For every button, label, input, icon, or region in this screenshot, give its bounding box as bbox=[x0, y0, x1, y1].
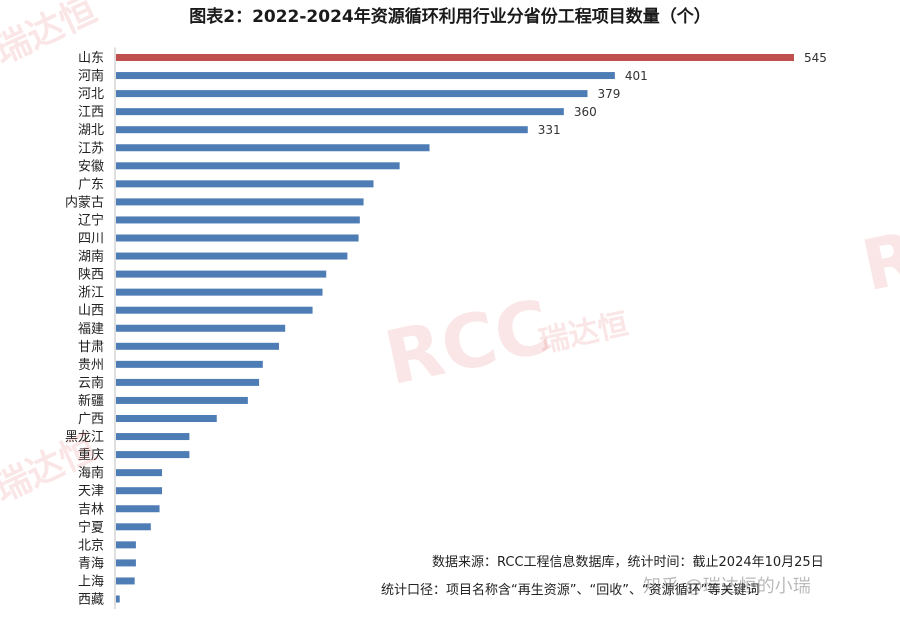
bar bbox=[116, 451, 190, 459]
category-label: 内蒙古 bbox=[65, 194, 104, 210]
bars-group bbox=[116, 54, 794, 603]
category-label: 广西 bbox=[78, 412, 104, 427]
bar bbox=[116, 523, 151, 531]
category-label: 广东 bbox=[78, 177, 104, 192]
bar bbox=[116, 505, 160, 513]
bar bbox=[116, 469, 163, 477]
bar bbox=[116, 487, 163, 495]
category-label: 河北 bbox=[78, 87, 104, 102]
chart-title: 图表2：2022-2024年资源循环利用行业分省份工程项目数量（个） bbox=[189, 7, 711, 27]
category-label: 四川 bbox=[78, 232, 104, 247]
bar bbox=[116, 595, 120, 603]
source-note: 数据来源：RCC工程信息数据库，统计时间：截止2024年10月25日 bbox=[432, 555, 824, 570]
bar bbox=[116, 234, 359, 242]
bar bbox=[116, 360, 263, 368]
category-label: 湖北 bbox=[78, 123, 104, 138]
data-label: 360 bbox=[574, 105, 597, 119]
bar bbox=[116, 342, 279, 350]
scope-note: 统计口径：项目名称含“再生资源”、“回收”、“资源循环”等关键词 bbox=[381, 583, 760, 598]
category-label: 天津 bbox=[78, 484, 104, 499]
category-label: 青海 bbox=[78, 556, 104, 571]
category-label: 江西 bbox=[78, 105, 104, 120]
category-label: 北京 bbox=[78, 538, 104, 553]
category-label: 福建 bbox=[78, 322, 104, 337]
data-label: 545 bbox=[804, 51, 827, 65]
category-label: 上海 bbox=[78, 574, 104, 589]
data-label: 379 bbox=[597, 87, 620, 101]
category-label: 山东 bbox=[78, 51, 104, 66]
category-label: 吉林 bbox=[78, 502, 104, 517]
bar bbox=[116, 198, 364, 206]
category-label: 新疆 bbox=[78, 393, 104, 409]
bar bbox=[116, 288, 323, 296]
bar bbox=[116, 216, 360, 224]
category-label: 辽宁 bbox=[78, 212, 104, 228]
bar bbox=[116, 108, 564, 116]
category-label: 陕西 bbox=[78, 268, 104, 283]
category-label: 江苏 bbox=[78, 140, 104, 156]
bar bbox=[116, 306, 313, 314]
bar bbox=[116, 559, 136, 567]
category-labels: 山东河南河北江西湖北江苏安徽广东内蒙古辽宁四川湖南陕西浙江山西福建甘肃贵州云南新… bbox=[65, 51, 104, 608]
category-label: 甘肃 bbox=[78, 340, 104, 355]
bar bbox=[116, 252, 348, 260]
category-label: 浙江 bbox=[78, 286, 104, 301]
data-label: 401 bbox=[625, 69, 648, 83]
category-label: 黑龙江 bbox=[65, 430, 104, 445]
category-label: 安徽 bbox=[78, 159, 104, 174]
bar bbox=[116, 270, 327, 278]
category-label: 河南 bbox=[78, 68, 104, 84]
category-label: 云南 bbox=[78, 375, 104, 391]
bar bbox=[116, 433, 190, 441]
bar bbox=[116, 72, 615, 80]
category-label: 湖南 bbox=[78, 249, 104, 265]
bar bbox=[116, 144, 430, 152]
category-label: 西藏 bbox=[78, 593, 104, 608]
bar bbox=[116, 577, 135, 585]
bar bbox=[116, 396, 248, 404]
category-label: 山西 bbox=[78, 304, 104, 319]
data-label: 331 bbox=[538, 123, 561, 137]
bar bbox=[116, 90, 588, 98]
category-label: 重庆 bbox=[78, 447, 104, 463]
bar bbox=[116, 180, 374, 188]
bar bbox=[116, 415, 217, 422]
bar bbox=[116, 378, 260, 386]
category-label: 海南 bbox=[78, 465, 104, 481]
bar bbox=[116, 162, 400, 170]
bar bbox=[116, 541, 136, 549]
bar bbox=[116, 126, 528, 134]
bar bbox=[116, 324, 286, 332]
category-label: 贵州 bbox=[78, 358, 104, 373]
bar bbox=[116, 54, 794, 61]
category-label: 宁夏 bbox=[78, 519, 104, 535]
